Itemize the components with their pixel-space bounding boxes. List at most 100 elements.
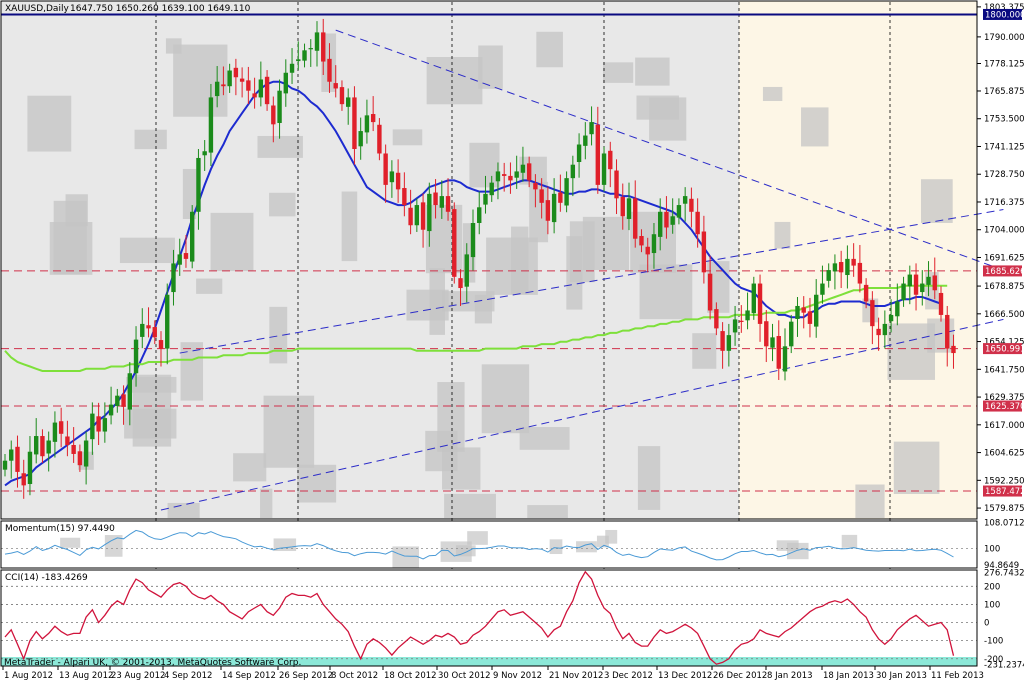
candle-body (214, 81, 220, 97)
candle-body (857, 262, 863, 284)
price-panel-border (0, 0, 978, 520)
candle-body (302, 50, 307, 61)
trend-lines (160, 29, 1004, 511)
candle-body (395, 172, 401, 190)
candle-body (58, 421, 64, 434)
candle (77, 444, 83, 472)
candle-body (764, 321, 769, 347)
moving-average-slow (4, 284, 948, 372)
candle (346, 88, 351, 125)
texture-block (603, 62, 634, 83)
candle-body (2, 460, 8, 470)
candle-body (707, 273, 713, 311)
texture-block (104, 535, 123, 557)
candle (795, 297, 800, 337)
candle (520, 146, 526, 182)
texture-block (392, 546, 420, 568)
candle-body (346, 97, 351, 107)
price-tick-label: 1691.625 (984, 253, 1024, 263)
price-tick-label: 1716.375 (984, 198, 1024, 208)
price-tick-label: 1654.125 (984, 338, 1024, 348)
momentum-texture (60, 529, 858, 568)
candle (58, 407, 64, 448)
texture-block (119, 237, 175, 264)
price-tick-label: 1741.125 (984, 142, 1024, 152)
candle (814, 279, 819, 338)
candle (233, 58, 239, 96)
candle (945, 305, 950, 367)
texture-block (269, 192, 296, 217)
candle-body (258, 79, 264, 98)
price-tick-label: 1678.875 (984, 282, 1024, 292)
candle-body (907, 274, 912, 287)
candle-body (526, 163, 532, 181)
cci-tick-label: -100 (984, 637, 1003, 647)
candle-body (845, 258, 850, 276)
symbol-label: XAUUSD,Daily (5, 4, 69, 14)
cci-tick-label: 276.7432 (984, 568, 1024, 578)
time-tick-label: 30 Oct 2012 (438, 671, 491, 681)
candle (826, 263, 831, 288)
candle-body (757, 283, 763, 324)
candle-body (751, 283, 756, 314)
candle (764, 310, 769, 363)
candle (695, 198, 700, 248)
candle (34, 418, 39, 464)
candle-body (870, 300, 875, 327)
texture-block (341, 191, 358, 262)
candle-body (233, 67, 239, 78)
cci-tick-label: 200 (984, 582, 1000, 592)
candle (838, 250, 844, 289)
ohlc-readout: 1647.750 1650.260 1639.100 1649.110 (70, 4, 251, 14)
candle (770, 323, 775, 362)
candle-body (171, 263, 176, 293)
candle-body (370, 114, 376, 123)
candle-body (595, 124, 600, 185)
candle (46, 431, 51, 472)
price-tick-label: 1592.250 (984, 476, 1024, 486)
candle (115, 388, 120, 413)
candle-body (732, 319, 738, 333)
candle-body (701, 231, 707, 273)
candle (576, 133, 582, 178)
candle-body (296, 59, 301, 62)
candle (420, 193, 426, 248)
candle-body (838, 262, 844, 273)
candle-body (77, 451, 83, 466)
price-tick-label: 1778.125 (984, 60, 1024, 70)
candle-body (564, 178, 569, 206)
texture-block (134, 129, 167, 150)
candle (302, 43, 307, 68)
price-level-label: 1650.991 (985, 345, 1024, 355)
candle-body (658, 211, 663, 237)
texture-block (636, 95, 679, 120)
candle (658, 198, 663, 251)
candle (289, 48, 295, 84)
candle-body (377, 124, 382, 154)
candle (402, 172, 407, 217)
candle (938, 286, 944, 322)
texture-block (165, 38, 182, 54)
candle (90, 402, 95, 455)
time-tick-label: 4 Sep 2012 (164, 671, 212, 681)
candle-body (445, 196, 451, 212)
candle-body (65, 436, 70, 445)
candle (932, 257, 937, 300)
candle (370, 96, 376, 132)
candle-body (932, 275, 937, 291)
candle (171, 249, 176, 306)
candle (408, 189, 413, 235)
candle (83, 431, 89, 485)
candle (15, 435, 20, 488)
candle-body (140, 323, 145, 337)
candle-body (533, 183, 538, 190)
candle-body (502, 174, 507, 176)
cci-label: CCI(14) -183.4269 (5, 573, 88, 583)
candle-body (633, 198, 638, 239)
candle (801, 296, 806, 329)
candle-body (71, 445, 76, 454)
time-tick-label: 9 Nov 2012 (493, 671, 542, 681)
candle (895, 283, 900, 326)
candle-body (389, 171, 395, 183)
